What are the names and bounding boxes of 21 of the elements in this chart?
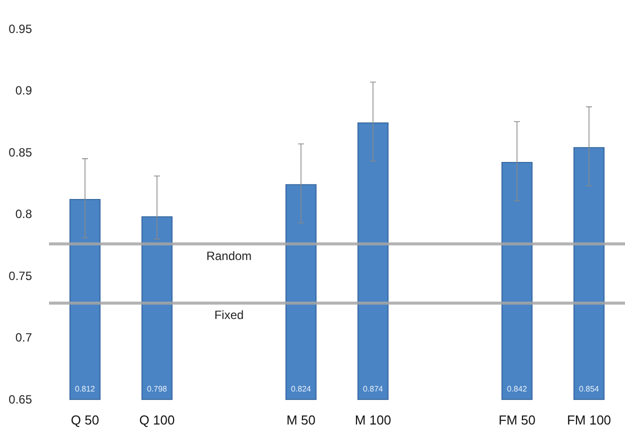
data-label: 0.854 xyxy=(578,384,600,394)
data-label: 0.798 xyxy=(146,384,168,394)
data-label: 0.824 xyxy=(290,384,312,394)
y-tick-label: 0.75 xyxy=(8,268,32,283)
data-label: 0.812 xyxy=(74,384,96,394)
y-tick-label: 0.65 xyxy=(8,392,32,406)
y-tick-label: 0.9 xyxy=(15,84,32,98)
x-tick-label: Q 50 xyxy=(70,412,100,428)
ref-line-label: Fixed xyxy=(214,308,244,322)
x-tick-label: Q 100 xyxy=(139,412,175,428)
y-tick-label: 0.85 xyxy=(8,145,32,160)
y-tick-label: 0.7 xyxy=(15,330,32,345)
data-label: 0.874 xyxy=(362,384,384,394)
y-tick-label: 0.8 xyxy=(15,207,32,222)
x-tick-label: M 100 xyxy=(354,412,392,428)
data-label: 0.842 xyxy=(506,384,528,394)
ref-line-label: Random xyxy=(206,248,252,263)
x-tick-label: M 50 xyxy=(286,412,316,428)
y-tick-label: 0.95 xyxy=(8,22,32,36)
x-tick-label: FM 100 xyxy=(566,412,612,428)
x-tick-label: FM 50 xyxy=(498,412,536,428)
